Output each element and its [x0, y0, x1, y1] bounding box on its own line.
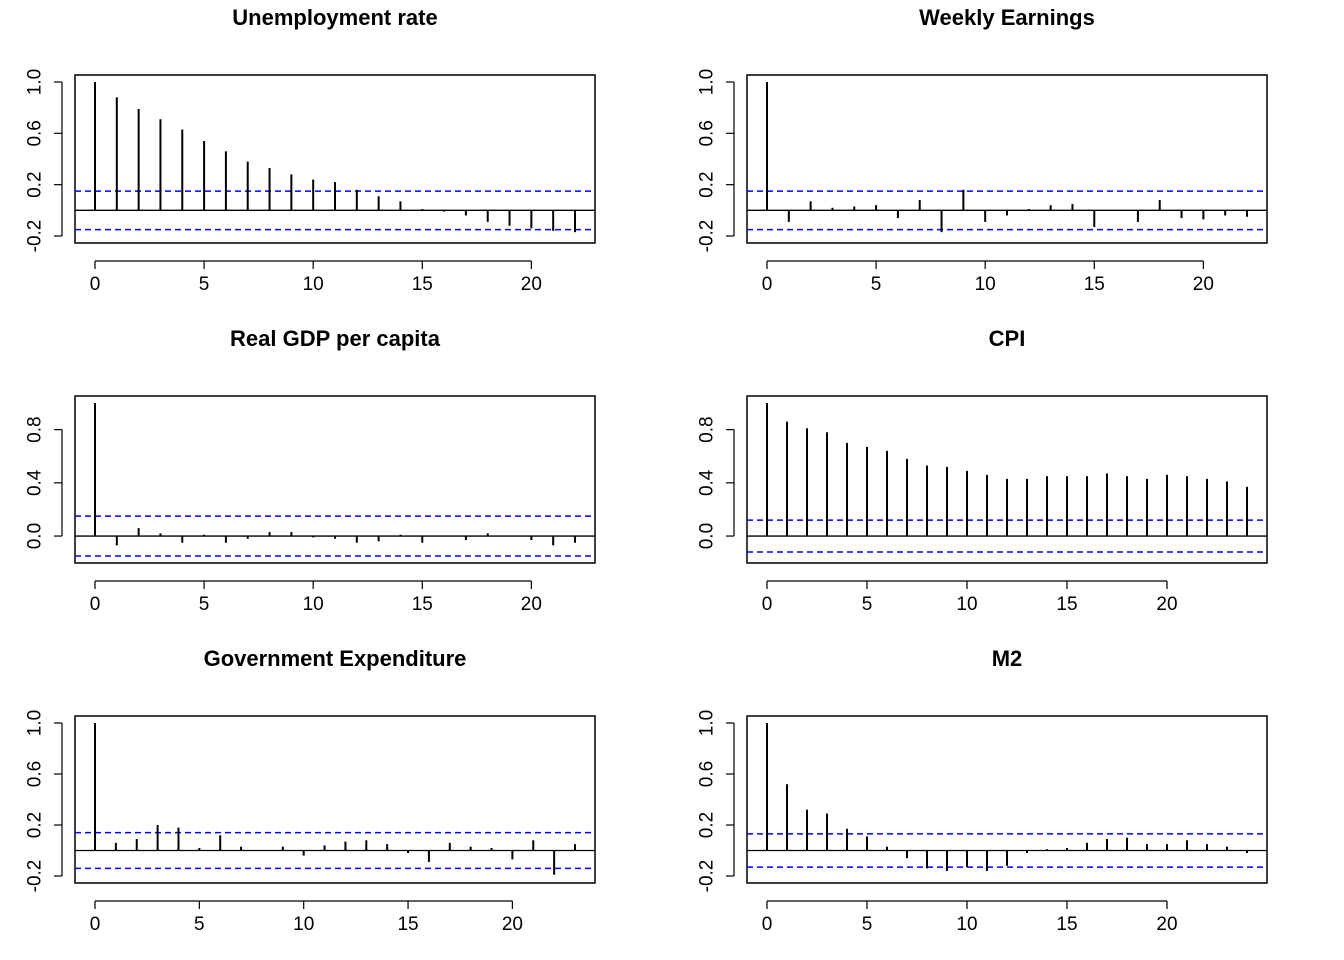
x-tick-label: 5: [194, 914, 205, 935]
acf-panel: M2 0 5 10 15 20 -0.2 0.2 0.6 1.0: [697, 646, 1268, 935]
x-tick-label: 20: [521, 274, 542, 295]
x-tick-label: 0: [762, 594, 773, 615]
y-tick-label: 0.4: [25, 469, 46, 496]
panel-title: Real GDP per capita: [230, 326, 441, 351]
y-tick-label: 0.6: [25, 120, 46, 146]
panel-title: M2: [992, 646, 1023, 671]
plot-frame: [74, 715, 596, 884]
y-tick-label: 0.8: [697, 416, 718, 442]
x-tick-label: 0: [90, 594, 101, 615]
x-tick-label: 0: [762, 914, 773, 935]
acf-panel: CPI 0 5 10 15 20 0.0 0.4 0.8: [697, 326, 1268, 615]
y-tick-label: 0.0: [697, 523, 718, 549]
plot-frame: [74, 395, 596, 564]
x-tick-label: 10: [303, 274, 324, 295]
x-tick-label: 0: [90, 914, 101, 935]
panel-title: Government Expenditure: [204, 646, 467, 671]
y-tick-label: 1.0: [25, 710, 46, 736]
panel-title: CPI: [989, 326, 1026, 351]
x-tick-label: 20: [521, 594, 542, 615]
y-tick-label: 0.0: [25, 523, 46, 549]
acf-panel: Unemployment rate 0 5 10 15 20 -0.2 0.2 0.6 1.0: [25, 5, 596, 295]
x-tick-label: 10: [303, 594, 324, 615]
plot-frame: [746, 74, 1268, 244]
acf-panel: Weekly Earnings 0 5 10 15 20 -0.2 0.2 0.6 1.0: [697, 5, 1268, 295]
y-tick-label: 0.2: [25, 812, 46, 838]
y-tick-label: 0.6: [697, 120, 718, 146]
plot-frame: [746, 715, 1268, 884]
x-tick-label: 20: [502, 914, 523, 935]
panel-title: Weekly Earnings: [919, 5, 1095, 30]
x-tick-label: 10: [975, 274, 996, 295]
y-tick-label: -0.2: [697, 220, 718, 253]
x-tick-label: 15: [1084, 274, 1105, 295]
x-tick-label: 20: [1156, 594, 1177, 615]
panel-title: Unemployment rate: [232, 5, 437, 30]
y-tick-label: 0.4: [697, 469, 718, 496]
plot-frame: [74, 74, 596, 244]
x-tick-label: 10: [956, 914, 977, 935]
x-tick-label: 0: [90, 274, 101, 295]
plot-frame: [746, 395, 1268, 564]
y-tick-label: 1.0: [697, 710, 718, 736]
y-tick-label: -0.2: [697, 860, 718, 893]
x-tick-label: 5: [199, 594, 210, 615]
y-tick-label: 0.6: [697, 761, 718, 787]
x-tick-label: 15: [397, 914, 418, 935]
y-tick-label: 0.6: [25, 761, 46, 787]
y-tick-label: 0.2: [25, 171, 46, 197]
x-tick-label: 20: [1156, 914, 1177, 935]
x-tick-label: 5: [862, 594, 873, 615]
x-tick-label: 5: [871, 274, 882, 295]
y-tick-label: -0.2: [25, 860, 46, 893]
x-tick-label: 15: [412, 594, 433, 615]
x-tick-label: 10: [956, 594, 977, 615]
y-tick-label: 0.2: [697, 171, 718, 197]
y-tick-label: 0.2: [697, 812, 718, 838]
acf-panel: Government Expenditure 0 5 10 15 20 -0.2 0.2 0.6…: [25, 646, 596, 935]
x-tick-label: 5: [199, 274, 210, 295]
x-tick-label: 15: [1056, 594, 1077, 615]
y-tick-label: 1.0: [25, 69, 46, 95]
x-tick-label: 15: [412, 274, 433, 295]
x-tick-label: 0: [762, 274, 773, 295]
y-tick-label: -0.2: [25, 220, 46, 253]
x-tick-label: 15: [1056, 914, 1077, 935]
y-tick-label: 1.0: [697, 69, 718, 95]
y-tick-label: 0.8: [25, 416, 46, 442]
x-tick-label: 20: [1193, 274, 1214, 295]
x-tick-label: 5: [862, 914, 873, 935]
x-tick-label: 10: [293, 914, 314, 935]
acf-panel: Real GDP per capita 0 5 10 15 20 0.0 0.4 0.8: [25, 326, 596, 615]
